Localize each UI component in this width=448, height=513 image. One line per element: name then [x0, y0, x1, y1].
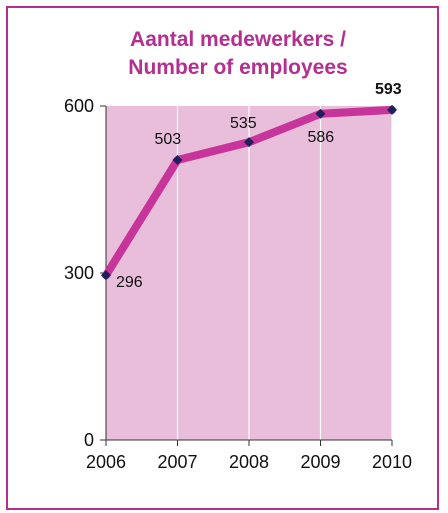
data-point-2007 [172, 154, 183, 165]
data-labels: 296 503 535 586 593 [116, 81, 402, 291]
data-label-2010: 593 [375, 81, 402, 98]
data-point-2006 [101, 270, 111, 281]
x-tick-label-2009: 2009 [300, 452, 340, 472]
chart-title-line-2: Number of employees [128, 56, 347, 79]
x-tick-label-2008: 2008 [229, 452, 269, 472]
data-label-2007: 503 [155, 131, 182, 148]
chart-title-line-1: Aantal medewerkers / [130, 28, 346, 51]
x-tick-label-2006: 2006 [86, 452, 126, 472]
gridlines [176, 106, 393, 440]
series-markers [101, 104, 397, 281]
x-tick-label-2007: 2007 [157, 452, 197, 472]
data-point-2010 [387, 104, 397, 115]
data-label-2009: 586 [308, 129, 335, 146]
data-point-2008 [244, 137, 254, 148]
y-tick-label-300: 300 [64, 263, 94, 283]
x-tick-label-2010: 2010 [372, 452, 412, 472]
data-label-2008: 535 [230, 115, 257, 132]
y-tick-label-600: 600 [64, 96, 94, 116]
data-label-2006: 296 [116, 274, 143, 291]
tick-labels: 0 300 600 2006 2007 2008 2009 2010 [64, 96, 412, 472]
data-point-2009 [315, 108, 326, 119]
y-tick-label-0: 0 [84, 430, 94, 450]
